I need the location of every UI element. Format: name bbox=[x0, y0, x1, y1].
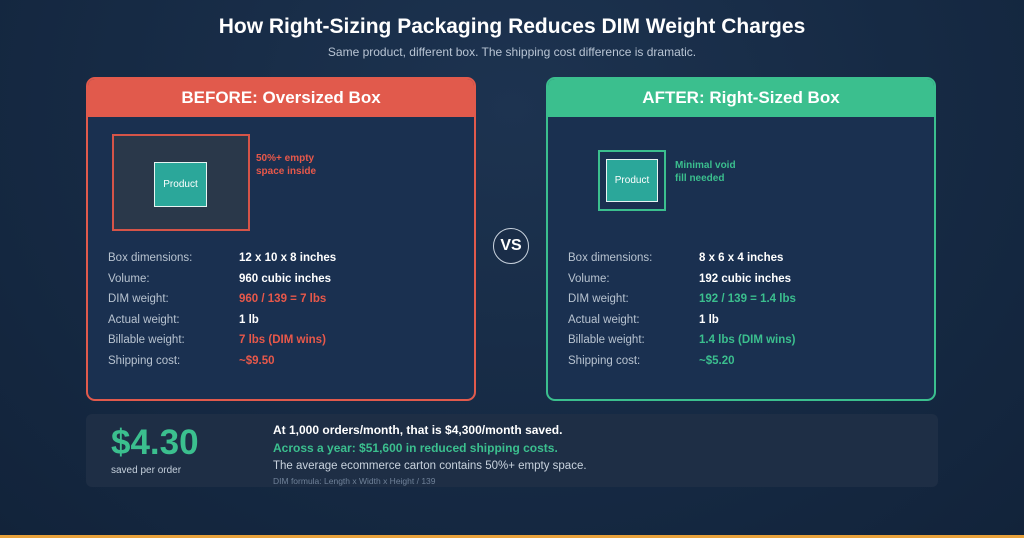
empty-space-note: 50%+ empty space inside bbox=[256, 152, 346, 178]
spec-value: 1 lb bbox=[699, 313, 719, 326]
spec-label: Actual weight: bbox=[568, 313, 640, 326]
spec-value: ~$9.50 bbox=[239, 354, 275, 367]
spec-label: DIM weight: bbox=[568, 293, 629, 305]
spec-label: Box dimensions: bbox=[108, 252, 193, 264]
page-subtitle: Same product, different box. The shippin… bbox=[327, 45, 697, 59]
spec-label: Shipping cost: bbox=[108, 354, 181, 367]
spec-label: Billable weight: bbox=[108, 334, 185, 346]
spec-value: 960 cubic inches bbox=[239, 272, 332, 285]
savings-amount: $4.30 bbox=[111, 423, 199, 462]
savings-summary: $4.30 saved per order At 1,000 orders/mo… bbox=[86, 414, 938, 487]
spec-label: Volume: bbox=[568, 272, 610, 285]
vs-badge: VS bbox=[493, 228, 529, 264]
spec-value: ~$5.20 bbox=[699, 354, 735, 367]
spec-value: 960 / 139 = 7 lbs bbox=[239, 293, 327, 305]
page-title: How Right-Sizing Packaging Reduces DIM W… bbox=[218, 15, 806, 38]
spec-value: 7 lbs (DIM wins) bbox=[239, 334, 326, 346]
note-line: space inside bbox=[256, 166, 317, 177]
empty-space-fact: The average ecommerce carton contains 50… bbox=[273, 460, 587, 472]
spec-value: 192 / 139 = 1.4 lbs bbox=[699, 293, 796, 305]
product-box: Product bbox=[606, 159, 658, 202]
after-panel: AFTER: Right-Sized Box Product Minimal v… bbox=[546, 77, 936, 401]
note-line: 50%+ empty bbox=[256, 153, 315, 164]
spec-label: DIM weight: bbox=[108, 293, 169, 305]
product-box: Product bbox=[154, 162, 207, 207]
spec-value: 8 x 6 x 4 inches bbox=[699, 252, 784, 264]
before-panel-header: BEFORE: Oversized Box bbox=[88, 79, 474, 117]
void-fill-note: Minimal void fill needed bbox=[675, 159, 765, 185]
note-line: Minimal void bbox=[675, 160, 736, 171]
spec-label: Billable weight: bbox=[568, 334, 645, 346]
spec-label: Actual weight: bbox=[108, 313, 180, 326]
before-panel: BEFORE: Oversized Box Product 50%+ empty… bbox=[86, 77, 476, 401]
spec-value: 12 x 10 x 8 inches bbox=[239, 252, 337, 264]
spec-value: 1.4 lbs (DIM wins) bbox=[699, 334, 796, 346]
note-line: fill needed bbox=[675, 173, 725, 184]
spec-value: 1 lb bbox=[239, 313, 259, 326]
spec-label: Shipping cost: bbox=[568, 354, 641, 367]
spec-label: Volume: bbox=[108, 272, 150, 285]
after-panel-header: AFTER: Right-Sized Box bbox=[548, 79, 934, 117]
yearly-savings-text: Across a year: $51,600 in reduced shippi… bbox=[273, 441, 558, 455]
savings-caption: saved per order bbox=[111, 465, 182, 476]
spec-label: Box dimensions: bbox=[568, 252, 653, 264]
bottom-accent-bar bbox=[0, 535, 1024, 538]
spec-value: 192 cubic inches bbox=[699, 272, 792, 285]
right-sized-box-shape bbox=[598, 150, 666, 211]
dim-formula: DIM formula: Length x Width x Height / 1… bbox=[273, 476, 436, 486]
monthly-savings-text: At 1,000 orders/month, that is $4,300/mo… bbox=[273, 423, 563, 437]
